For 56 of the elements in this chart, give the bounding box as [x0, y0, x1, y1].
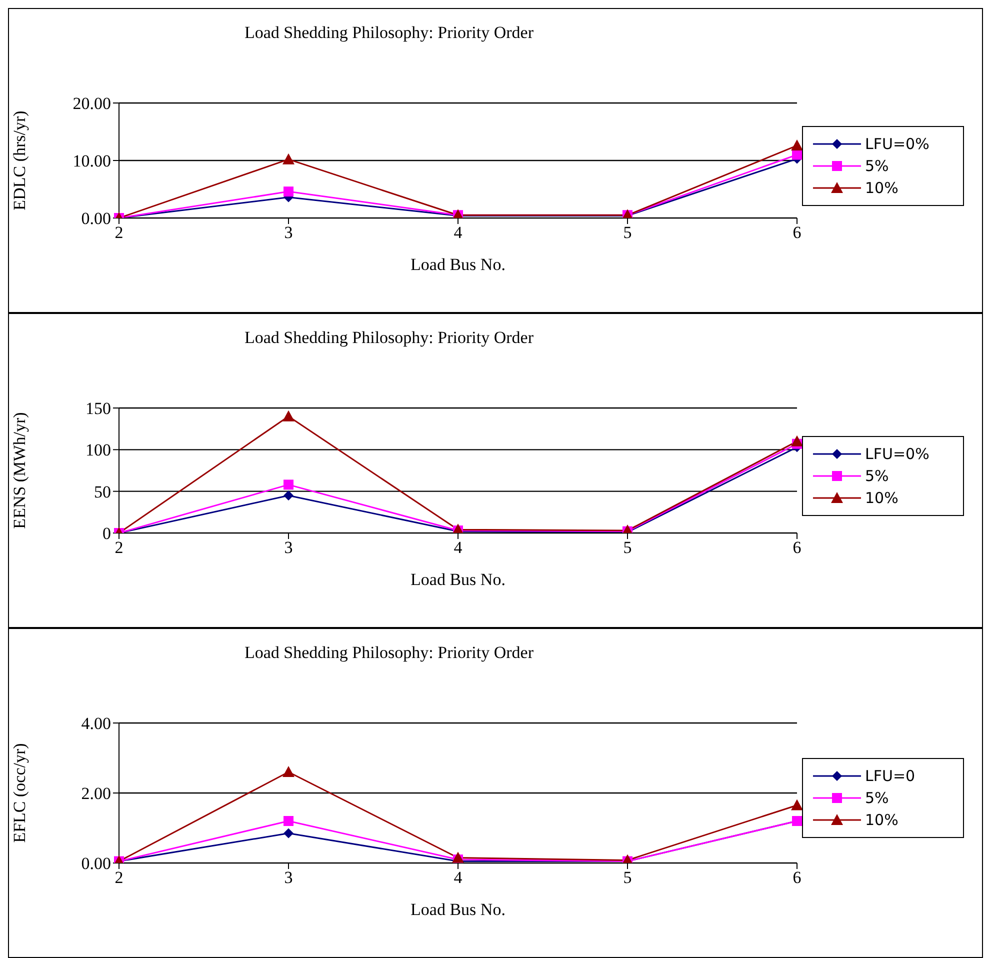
x-tick-label: 3: [284, 223, 293, 242]
y-tick-label: 0: [102, 524, 111, 544]
x-tick-label: 3: [284, 868, 293, 888]
chart-title: Load Shedding Philosophy: Priority Order: [244, 22, 534, 43]
x-tick-label: 2: [114, 868, 124, 888]
legend-label: 5%: [865, 789, 889, 807]
point: [792, 150, 802, 160]
y-tick-label: 4.00: [81, 714, 111, 734]
x-tick-label: 4: [454, 538, 463, 558]
x-axis-title: Load Bus No.: [410, 255, 506, 274]
legend-label: 10%: [865, 811, 898, 829]
y-tick-label: 2.00: [81, 784, 111, 804]
x-tick-label: 2: [114, 538, 124, 558]
point: [791, 799, 803, 810]
point: [791, 435, 803, 446]
legend-label: 10%: [865, 178, 898, 196]
x-tick-label: 5: [623, 538, 632, 558]
x-tick-label: 5: [623, 868, 632, 888]
x-axis-title: Load Bus No.: [410, 900, 506, 919]
point: [284, 490, 294, 500]
point: [791, 140, 803, 151]
y-tick-label: 20.00: [72, 94, 111, 114]
x-tick-label: 6: [792, 223, 802, 242]
y-axis-title: EFLC (occ/yr): [10, 743, 30, 843]
legend-label: 5%: [865, 156, 889, 174]
y-axis-title: EENS (MWh/yr): [10, 412, 30, 529]
legend-label: LFU=0%: [865, 134, 930, 152]
x-tick-label: 3: [284, 538, 293, 558]
point: [284, 186, 294, 197]
x-tick-label: 6: [792, 538, 802, 558]
x-tick-label: 4: [454, 223, 463, 242]
x-tick-label: 2: [114, 223, 124, 242]
y-axis-title: EDLC (hrs/yr): [10, 110, 30, 210]
legend-label: LFU=0: [865, 767, 916, 785]
point: [452, 852, 464, 863]
y-tick-label: 100: [86, 440, 111, 460]
point: [282, 766, 294, 777]
point: [284, 828, 294, 838]
point: [284, 816, 294, 826]
y-tick-label: 0.00: [81, 854, 111, 874]
legend-label: 5%: [865, 466, 889, 484]
x-axis-title: Load Bus No.: [410, 570, 506, 589]
legend-label: LFU=0%: [865, 444, 930, 462]
chart-title: Load Shedding Philosophy: Priority Order: [244, 642, 534, 663]
x-tick-label: 5: [623, 223, 632, 242]
x-tick-label: 4: [454, 868, 463, 888]
chart-title: Load Shedding Philosophy: Priority Order: [244, 327, 534, 348]
y-tick-label: 50: [94, 482, 111, 502]
y-tick-label: 150: [86, 399, 111, 418]
y-tick-label: 10.00: [72, 152, 111, 171]
y-tick-label: 0.00: [81, 209, 111, 228]
x-tick-label: 6: [792, 868, 802, 888]
point: [284, 480, 294, 490]
point: [282, 153, 294, 164]
point: [282, 410, 294, 422]
legend-label: 10%: [865, 488, 898, 506]
